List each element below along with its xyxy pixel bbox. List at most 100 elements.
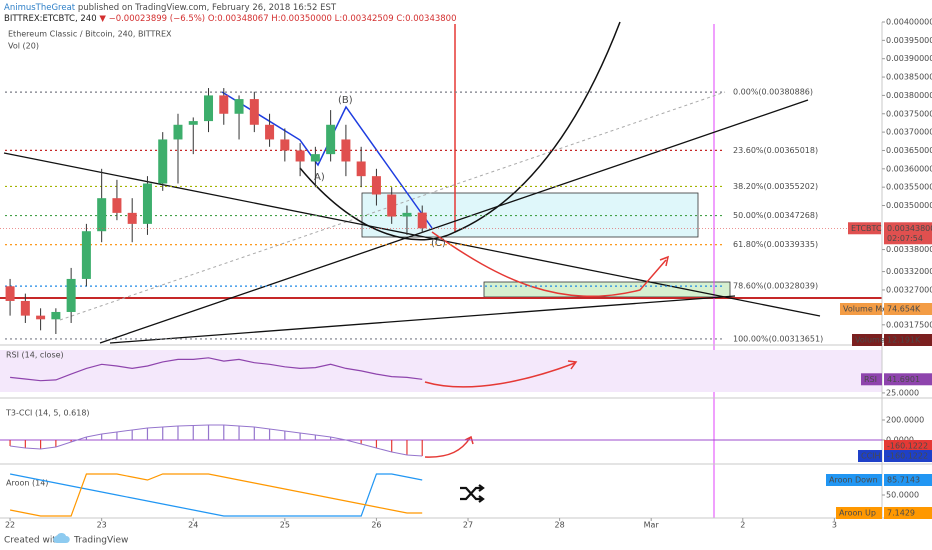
- x-tick-label: 28: [555, 521, 565, 530]
- x-tick-label: 24: [188, 521, 198, 530]
- series-value-bg: [884, 474, 932, 486]
- series-line: [9, 473, 423, 517]
- histogram-bar: [238, 426, 240, 440]
- y-tick-label: 0.00365000: [886, 146, 932, 155]
- volume-value: 12.191K: [887, 336, 921, 345]
- series-name: Aroon Up: [839, 509, 876, 518]
- trendline: [109, 295, 736, 344]
- candle-body: [265, 124, 275, 140]
- y-tick-label: 0.00338000: [886, 245, 932, 254]
- fib-label: 23.60%(0.00365018): [733, 146, 818, 155]
- published: published on TradingView.com, February 2…: [78, 3, 337, 13]
- candle-body: [36, 315, 46, 320]
- candle-body: [20, 300, 30, 316]
- series-name-bg: [858, 450, 882, 463]
- y-tick-label: 0.00370000: [886, 128, 932, 137]
- fib-label: 100.00%(0.00313651): [733, 334, 823, 343]
- volume-title: Vol (20): [8, 42, 39, 51]
- histogram-bar: [40, 440, 42, 449]
- candle-body: [127, 212, 137, 224]
- series-value: -160.1222: [887, 452, 928, 461]
- histogram-bar: [268, 429, 271, 440]
- volume-ma-value: 74.654K: [887, 305, 921, 314]
- histogram-bar: [253, 427, 255, 440]
- y-tick-label: 25.0000: [886, 388, 919, 397]
- histogram-bar: [284, 431, 286, 440]
- y-tick-label: 50.0000: [886, 491, 919, 500]
- volume-name: Volume: [855, 336, 885, 345]
- histogram-bar: [192, 425, 194, 440]
- histogram-bar: [299, 433, 301, 440]
- price-label: 0.00343800: [887, 224, 932, 233]
- histogram-bar: [131, 430, 133, 440]
- histogram-bar: [116, 432, 118, 440]
- volume-ma-name-bg: [840, 303, 882, 315]
- candle-body: [295, 150, 305, 162]
- footer-brand[interactable]: TradingView: [73, 536, 128, 546]
- symbol: BITTREX:ETCBTC, 240: [4, 14, 97, 24]
- box-target: [483, 281, 731, 298]
- candle-body: [158, 139, 168, 184]
- ohlc: O:0.00348067 H:0.00350000 L:0.00342509 C…: [208, 14, 457, 24]
- author[interactable]: AnimusTheGreat: [4, 3, 76, 13]
- rsi-title: RSI (14, close): [6, 351, 64, 360]
- y-tick-label: 0.00385000: [886, 73, 932, 82]
- histogram-outline: [10, 424, 423, 457]
- x-tick-label: 3: [832, 521, 837, 530]
- fib-label: 78.60%(0.00328039): [733, 282, 818, 291]
- series-name: Aroon Down: [829, 476, 878, 485]
- volume-ma-value-bg: [884, 303, 932, 315]
- series-value: 7.1429: [887, 509, 915, 518]
- cci-title: T3-CCI (14, 5, 0.618): [5, 409, 90, 418]
- x-tick-label: 2: [740, 521, 745, 530]
- histogram-bar: [70, 440, 72, 442]
- histogram-bar: [85, 437, 87, 440]
- candle-body: [371, 176, 381, 195]
- y-tick-label: 0.00380000: [886, 91, 932, 100]
- shuffle-icon[interactable]: [460, 484, 485, 503]
- change: ▼ −0.00023899 (−6.5%): [99, 14, 205, 24]
- series-name-bg: [826, 474, 882, 486]
- candle-body: [66, 278, 76, 312]
- series-value-bg: [884, 506, 932, 519]
- main-title: Ethereum Classic / Bitcoin, 240, BITTREX: [8, 30, 172, 39]
- series-value: -160.1222: [887, 442, 928, 451]
- candle-body: [280, 139, 290, 151]
- series-name: CCIH: [861, 452, 881, 461]
- y-tick-label: 0.00395000: [886, 36, 932, 45]
- candle-body: [387, 194, 397, 217]
- arrowhead: [464, 435, 474, 445]
- series-value-bg: [884, 373, 932, 386]
- y-tick-label: 0.00400000: [886, 18, 932, 27]
- histogram-bar: [162, 427, 164, 440]
- fib-label: 50.00%(0.00347268): [733, 211, 818, 220]
- histogram-bar: [314, 435, 316, 440]
- candle-body: [234, 99, 244, 114]
- x-tick-label: Mar: [644, 521, 660, 530]
- series-value-bg: [884, 440, 932, 453]
- series-line: [9, 473, 423, 517]
- candle-body: [51, 311, 61, 320]
- y-tick-label: 0.00327000: [886, 285, 932, 294]
- series-name-bg: [836, 506, 882, 519]
- forecast: [424, 437, 471, 458]
- fib-label: 61.80%(0.00339335): [733, 240, 818, 249]
- wave-label: (B): [338, 95, 353, 106]
- series-name: RSI: [864, 375, 877, 384]
- series-value-bg: [884, 450, 932, 463]
- candle-body: [249, 99, 259, 125]
- candle-body: [326, 124, 336, 155]
- volume-value-bg: [884, 334, 932, 346]
- y-tick-label: 0.00375000: [886, 109, 932, 118]
- candle-body: [356, 161, 366, 177]
- candle-body: [112, 198, 122, 213]
- volume-name-bg: [852, 334, 882, 346]
- candle-body: [417, 212, 427, 229]
- histogram-bar: [360, 440, 362, 444]
- series-value: 41.6901: [887, 375, 920, 384]
- histogram-bar: [330, 437, 332, 440]
- histogram-bar: [375, 440, 378, 448]
- candle-body: [5, 286, 15, 301]
